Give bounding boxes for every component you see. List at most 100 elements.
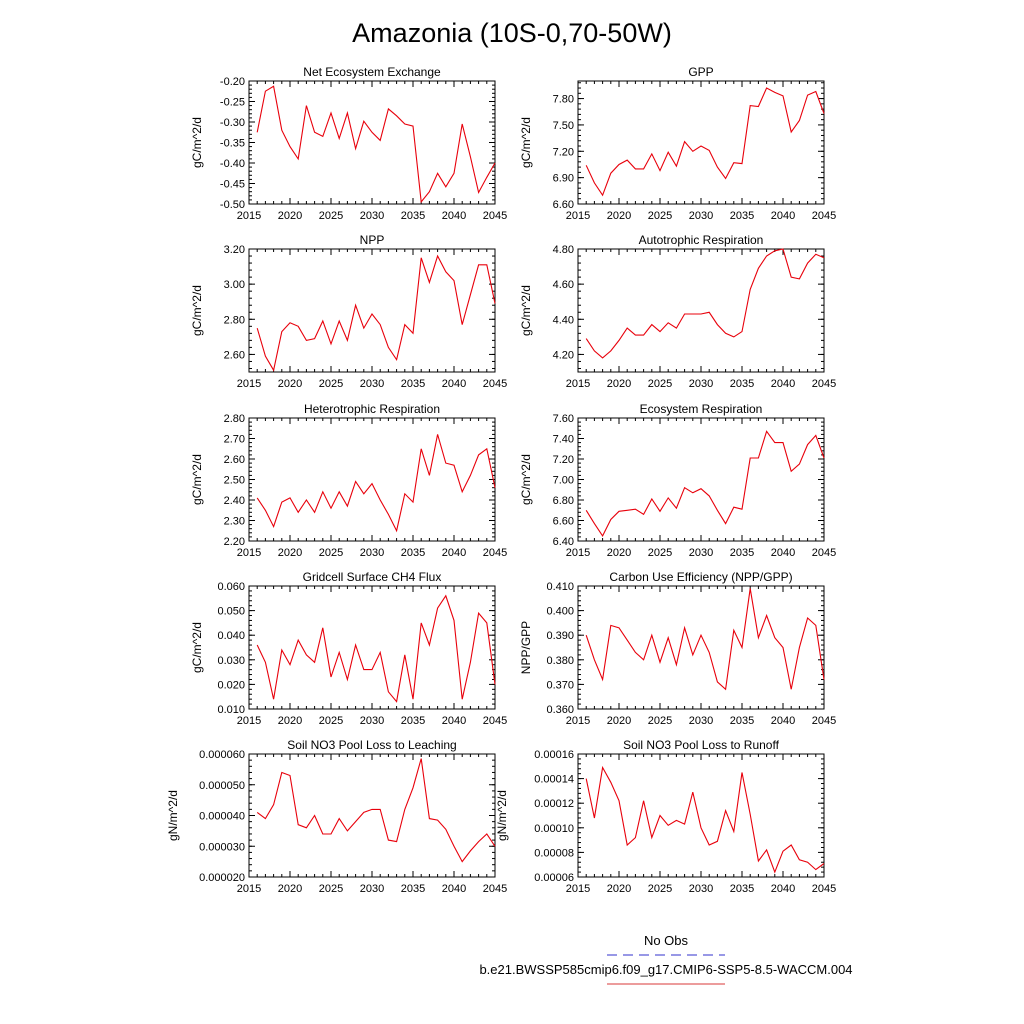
panel-carbon-use-efficiency-npp-gpp-xtick-label: 2020 [607,715,631,727]
panel-carbon-use-efficiency-npp-gpp-series-line [585,588,825,691]
panel-soil-no3-pool-loss-to-leaching-ytick-label: 0.000050 [199,780,245,792]
panel-net-ecosystem-exchange-ytick-label: -0.25 [220,97,245,109]
panel-npp-xtick-label: 2045 [483,378,507,390]
panel-soil-no3-pool-loss-to-leaching-ytick-label: 0.000030 [199,841,245,853]
panel-gpp-ytick-label: 7.80 [553,94,574,106]
panel-gridcell-surface-ch4-flux-xtick-label: 2040 [442,715,466,727]
panel-heterotrophic-respiration-xtick-label: 2045 [483,547,507,559]
panel-net-ecosystem-exchange-xtick-label: 2015 [237,210,261,222]
panel-gridcell-surface-ch4-flux: Gridcell Surface CH4 Flux gC/m^2/d 2015 202… [190,570,507,727]
panel-autotrophic-respiration-ytick-label: 4.40 [553,314,574,326]
panel-ecosystem-respiration-title: Ecosystem Respiration [640,402,763,416]
panel-ecosystem-respiration-xtick-label: 2025 [648,547,672,559]
panel-soil-no3-pool-loss-to-leaching-xtick-label: 2040 [442,883,466,895]
legend-label-run: b.e21.BWSSP585cmip6.f09_g17.CMIP6-SSP5-8… [479,962,852,977]
panel-npp: NPP gC/m^2/d 2015 2020 2025 2030 2035 2040 2045 2… [190,233,507,390]
panel-autotrophic-respiration-title: Autotrophic Respiration [639,233,764,247]
panel-gridcell-surface-ch4-flux-xtick-label: 2030 [360,715,384,727]
panel-gridcell-surface-ch4-flux-series-line [256,594,496,703]
panel-net-ecosystem-exchange-xtick-label: 2020 [278,210,302,222]
panel-heterotrophic-respiration-ytick-label: 2.20 [224,536,245,548]
panel-gpp-xtick-label: 2030 [689,210,713,222]
panel-gpp-ytick-label: 7.20 [553,146,574,158]
panel-autotrophic-respiration-series-line [585,248,825,359]
panel-soil-no3-pool-loss-to-leaching-xtick-label: 2020 [278,883,302,895]
panel-gpp-frame [577,80,825,205]
panel-gpp-xtick-label: 2045 [812,210,836,222]
panel-autotrophic-respiration-ytick-label: 4.60 [553,279,574,291]
panel-soil-no3-pool-loss-to-runoff-title: Soil NO3 Pool Loss to Runoff [623,738,780,752]
panel-heterotrophic-respiration-ytick-label: 2.30 [224,516,245,528]
panel-heterotrophic-respiration-xtick-label: 2025 [319,547,343,559]
panel-npp-ytick-label: 3.20 [224,244,245,256]
panel-autotrophic-respiration-ytick-label: 4.80 [553,244,574,256]
panel-gridcell-surface-ch4-flux-ytick-label: 0.040 [217,630,245,642]
panel-soil-no3-pool-loss-to-leaching: Soil NO3 Pool Loss to Leaching gN/m^2/d 20… [166,738,507,895]
panel-net-ecosystem-exchange-ytick-label: -0.20 [220,76,245,88]
panel-ecosystem-respiration-ytick-label: 7.60 [553,413,574,425]
panel-autotrophic-respiration: Autotrophic Respiration gC/m^2/d 2015 2020 2… [519,233,836,390]
panel-heterotrophic-respiration-ytick-label: 2.50 [224,475,245,487]
panel-gridcell-surface-ch4-flux-xtick-label: 2045 [483,715,507,727]
panel-soil-no3-pool-loss-to-runoff-ytick-label: 0.00010 [534,823,574,835]
panel-carbon-use-efficiency-npp-gpp-xtick-label: 2030 [689,715,713,727]
panel-ecosystem-respiration-xtick-label: 2045 [812,547,836,559]
panel-npp-frame [248,248,496,373]
panel-carbon-use-efficiency-npp-gpp-xtick-label: 2040 [771,715,795,727]
panel-carbon-use-efficiency-npp-gpp-ytick-label: 0.380 [546,655,574,667]
panel-gpp-xtick-label: 2015 [566,210,590,222]
panel-gpp-ylabel: gC/m^2/d [519,117,533,168]
panel-soil-no3-pool-loss-to-runoff-ytick-label: 0.00016 [534,749,574,761]
panel-heterotrophic-respiration-xtick-label: 2015 [237,547,261,559]
panel-carbon-use-efficiency-npp-gpp-title: Carbon Use Efficiency (NPP/GPP) [609,570,792,584]
panel-soil-no3-pool-loss-to-leaching-frame [248,753,496,878]
panels: Net Ecosystem Exchange gC/m^2/d 2015 2020 20… [166,65,836,895]
panel-npp-ytick-label: 2.80 [224,314,245,326]
panel-soil-no3-pool-loss-to-runoff-ytick-label: 0.00006 [534,872,574,884]
panel-net-ecosystem-exchange-ylabel: gC/m^2/d [190,117,204,168]
panel-heterotrophic-respiration-ytick-label: 2.40 [224,495,245,507]
panel-net-ecosystem-exchange-title: Net Ecosystem Exchange [303,65,441,79]
panel-gpp-xtick-label: 2040 [771,210,795,222]
panel-soil-no3-pool-loss-to-runoff-ytick-label: 0.00008 [534,847,574,859]
panel-autotrophic-respiration-xtick-label: 2030 [689,378,713,390]
panel-npp-xtick-label: 2035 [401,378,425,390]
panel-heterotrophic-respiration-xtick-label: 2030 [360,547,384,559]
legend: No Obs b.e21.BWSSP585cmip6.f09_g17.CMIP6… [479,933,853,985]
panel-net-ecosystem-exchange-ytick-label: -0.50 [220,199,245,211]
panel-soil-no3-pool-loss-to-leaching-ytick-label: 0.000040 [199,811,245,823]
panel-soil-no3-pool-loss-to-leaching-xtick-label: 2045 [483,883,507,895]
panel-soil-no3-pool-loss-to-leaching-xtick-label: 2030 [360,883,384,895]
panel-autotrophic-respiration-xtick-label: 2035 [730,378,754,390]
panel-carbon-use-efficiency-npp-gpp-xtick-label: 2045 [812,715,836,727]
panel-carbon-use-efficiency-npp-gpp-ytick-label: 0.360 [546,704,574,716]
panel-gridcell-surface-ch4-flux-ytick-label: 0.020 [217,679,245,691]
panel-npp-xtick-label: 2030 [360,378,384,390]
panel-autotrophic-respiration-xtick-label: 2040 [771,378,795,390]
panel-ecosystem-respiration-frame [577,417,825,542]
panel-gridcell-surface-ch4-flux-frame [248,585,496,710]
panel-soil-no3-pool-loss-to-leaching-ytick-label: 0.000060 [199,749,245,761]
panel-gpp-ytick-label: 6.60 [553,199,574,211]
panel-net-ecosystem-exchange-series-line [256,85,496,204]
panel-gpp-title: GPP [688,65,713,79]
panel-npp-ytick-label: 3.00 [224,279,245,291]
panel-carbon-use-efficiency-npp-gpp-ytick-label: 0.410 [546,581,574,593]
panel-ecosystem-respiration-xtick-label: 2030 [689,547,713,559]
panel-heterotrophic-respiration-ytick-label: 2.60 [224,454,245,466]
panel-autotrophic-respiration-xtick-label: 2015 [566,378,590,390]
panel-ecosystem-respiration-ytick-label: 6.80 [553,495,574,507]
panel-soil-no3-pool-loss-to-runoff-xtick-label: 2025 [648,883,672,895]
legend-label-no-obs: No Obs [644,933,689,948]
panel-autotrophic-respiration-frame [577,248,825,373]
panel-carbon-use-efficiency-npp-gpp-xtick-label: 2035 [730,715,754,727]
panel-soil-no3-pool-loss-to-runoff-xtick-label: 2035 [730,883,754,895]
panel-carbon-use-efficiency-npp-gpp-ytick-label: 0.400 [546,606,574,618]
panel-net-ecosystem-exchange-ytick-label: -0.40 [220,158,245,170]
panel-npp-xtick-label: 2025 [319,378,343,390]
panel-ecosystem-respiration-ytick-label: 6.60 [553,516,574,528]
panel-gridcell-surface-ch4-flux-ytick-label: 0.050 [217,606,245,618]
panel-carbon-use-efficiency-npp-gpp-xtick-label: 2025 [648,715,672,727]
panel-ecosystem-respiration-ytick-label: 7.20 [553,454,574,466]
